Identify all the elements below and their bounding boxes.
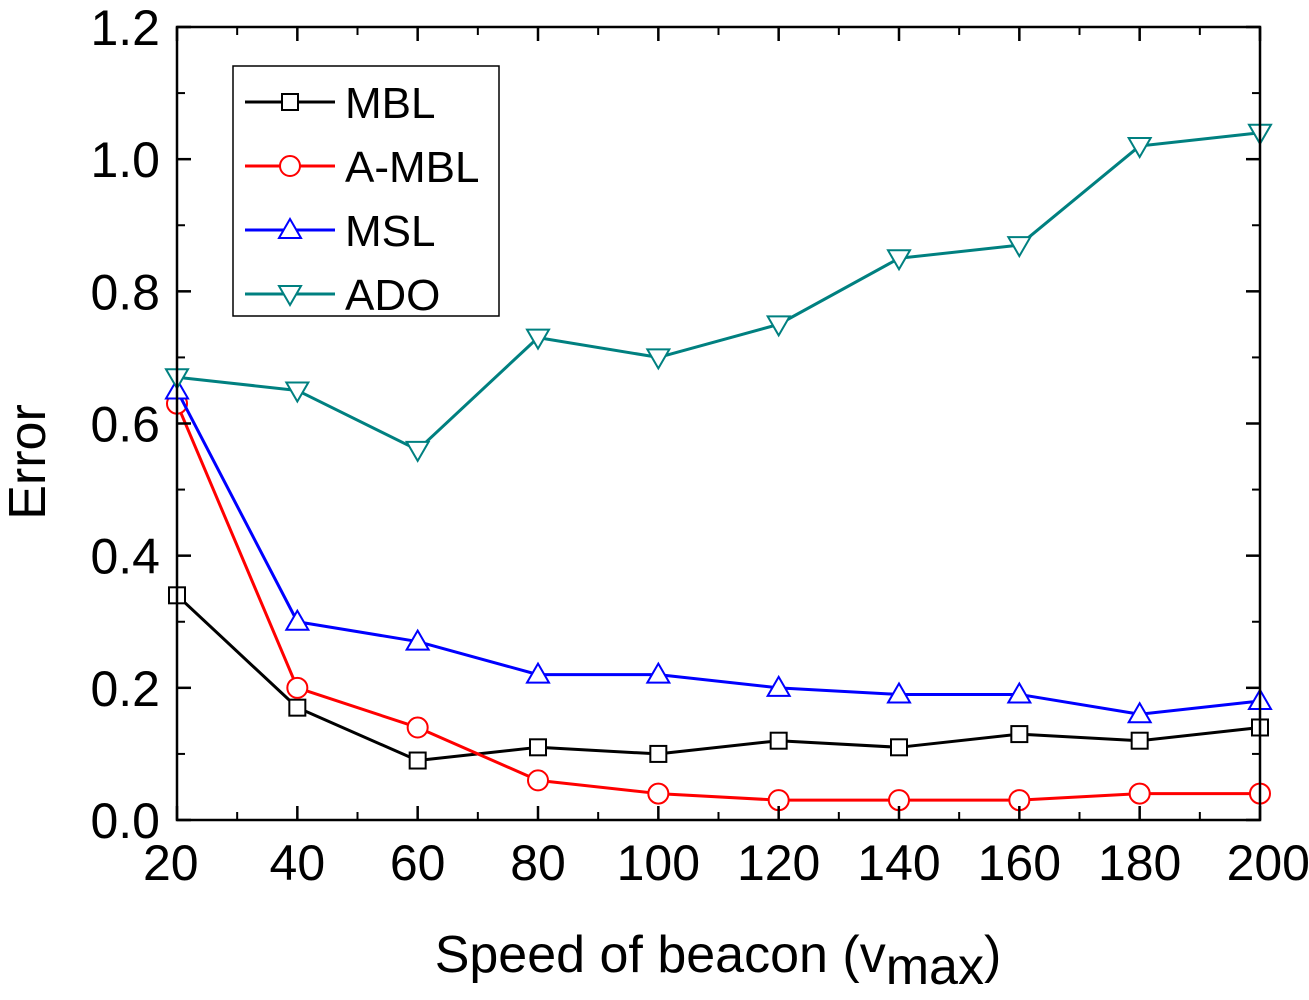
- series-ado: [164, 123, 1273, 463]
- data-point-mbl: [890, 738, 908, 757]
- x-tick-label: 160: [978, 835, 1061, 891]
- series-line-msl: [175, 389, 1261, 716]
- data-point-ado: [404, 440, 431, 463]
- legend: MBL A-MBL MSL ADO: [232, 65, 500, 320]
- x-axis-title-subscript: max: [886, 938, 984, 996]
- legend-box: [232, 65, 500, 317]
- y-tick-label: 0.8: [90, 264, 160, 320]
- data-point-a-mbl: [647, 782, 670, 805]
- data-point-msl: [525, 661, 551, 684]
- x-axis-title: Speed of beacon (vmax): [435, 926, 1002, 996]
- x-tick-label: 200: [1227, 835, 1309, 891]
- legend-label-a-mbl: A-MBL: [345, 143, 479, 192]
- data-point-mbl: [769, 731, 788, 750]
- x-tick-label: 20: [143, 835, 199, 891]
- legend-marker-a-mbl: [279, 155, 301, 177]
- data-point-mbl: [1010, 725, 1029, 744]
- data-point-a-mbl: [286, 676, 309, 699]
- y-tick-label: 0.0: [90, 793, 160, 849]
- series-layer: [164, 123, 1273, 812]
- x-tick-label: 80: [510, 835, 566, 891]
- legend-item-a-mbl: A-MBL: [245, 143, 479, 192]
- ticks-layer: [175, 25, 1262, 822]
- data-point-ado: [525, 328, 551, 351]
- x-tick-label: 40: [270, 835, 326, 891]
- legend-label-mbl: MBL: [345, 79, 435, 128]
- y-axis-title: Error: [0, 404, 57, 520]
- x-tick-label: 180: [1098, 835, 1181, 891]
- data-point-mbl: [1130, 731, 1149, 750]
- data-point-mbl: [529, 738, 547, 757]
- data-point-mbl: [649, 744, 668, 763]
- data-point-ado: [886, 249, 912, 272]
- legend-item-ado: ADO: [245, 271, 440, 320]
- x-tick-label: 140: [857, 835, 940, 891]
- data-point-ado: [765, 315, 792, 338]
- data-point-mbl: [288, 698, 307, 717]
- legend-item-msl: MSL: [245, 207, 435, 256]
- data-point-msl: [886, 681, 912, 704]
- series-line-ado: [176, 131, 1261, 452]
- data-point-a-mbl: [406, 716, 429, 739]
- series-line-a-mbl: [175, 403, 1260, 802]
- legend-marker-ado: [277, 285, 303, 307]
- data-point-msl: [1006, 681, 1033, 704]
- legend-label-msl: MSL: [345, 207, 435, 256]
- series-line-mbl: [175, 594, 1261, 763]
- x-tick-label: 100: [617, 835, 700, 891]
- data-point-msl: [404, 628, 431, 651]
- data-point-ado: [284, 381, 311, 404]
- tick-labels-layer: 20 40 60 80 100 120 140 160 180 200 0.0 0.2 0.4 0.6 0.…: [90, 0, 1309, 891]
- legend-label-ado: ADO: [345, 271, 440, 320]
- x-tick-label: 120: [737, 835, 820, 891]
- x-axis-title-main: Speed of beacon (v: [435, 926, 886, 984]
- y-tick-label: 0.2: [90, 661, 160, 717]
- data-point-a-mbl: [1128, 782, 1151, 805]
- data-point-ado: [1126, 136, 1153, 159]
- y-tick-label: 0.6: [90, 397, 160, 453]
- y-tick-label: 1.0: [90, 132, 160, 188]
- y-tick-label: 0.4: [90, 529, 160, 585]
- data-point-mbl: [408, 751, 427, 770]
- legend-marker-msl: [277, 217, 303, 239]
- data-point-ado: [645, 348, 672, 371]
- x-tick-label: 60: [390, 835, 446, 891]
- data-point-msl: [284, 608, 311, 631]
- series-mbl: [168, 586, 1269, 770]
- y-tick-label: 1.2: [90, 0, 160, 56]
- x-axis-title-close: ): [984, 926, 1001, 984]
- data-point-ado: [1006, 236, 1033, 259]
- data-point-msl: [765, 674, 792, 697]
- data-point-msl: [1126, 701, 1153, 724]
- legend-marker-mbl: [281, 93, 299, 111]
- legend-items: MBL A-MBL MSL ADO: [245, 79, 479, 320]
- data-point-a-mbl: [527, 769, 549, 792]
- legend-item-mbl: MBL: [245, 79, 435, 128]
- data-point-msl: [645, 661, 672, 684]
